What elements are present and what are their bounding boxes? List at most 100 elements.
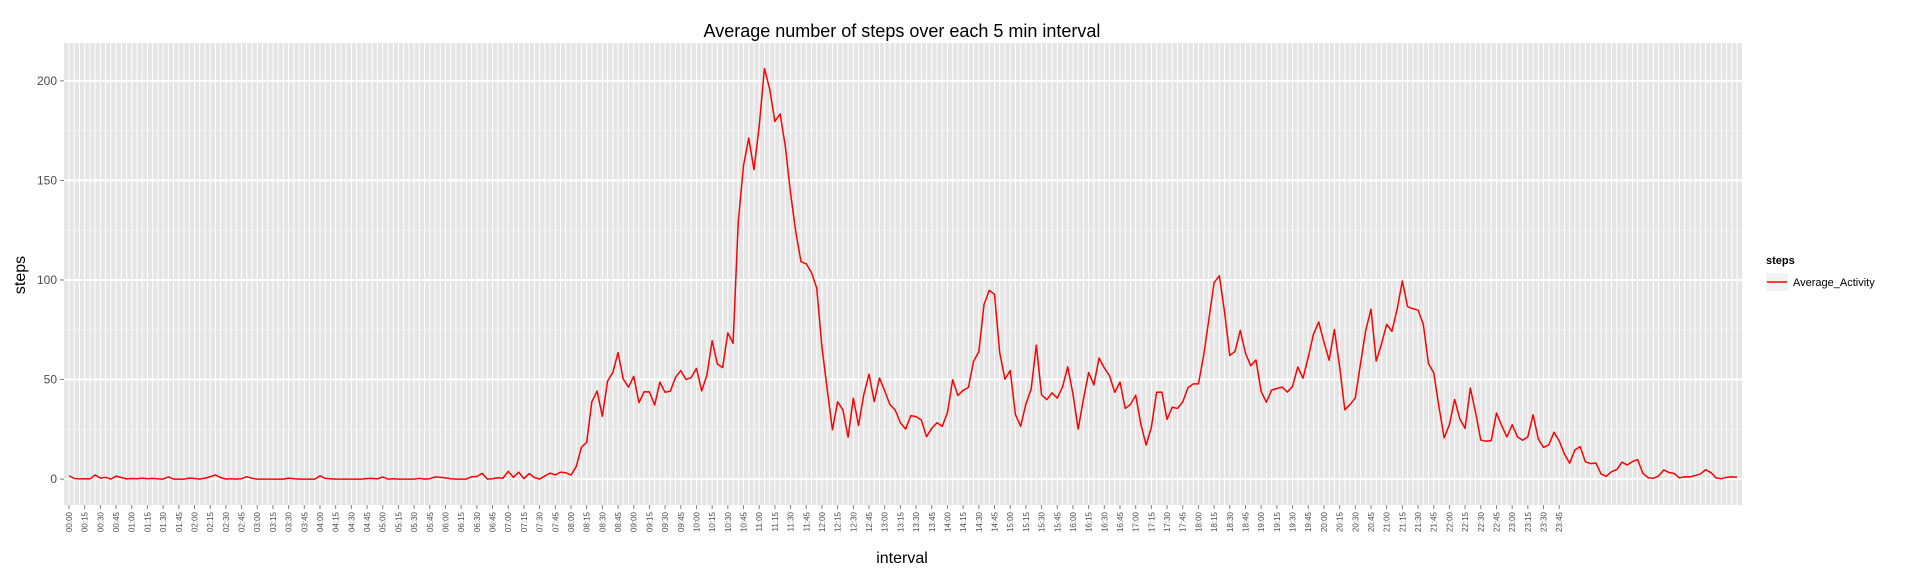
x-tick-label: 06:30: [473, 511, 482, 532]
x-tick-label: 08:45: [614, 511, 623, 532]
x-tick-label: 04:30: [347, 511, 356, 532]
x-tick-label: 10:30: [724, 511, 733, 532]
x-tick-label: 06:00: [441, 511, 450, 532]
x-tick-label: 23:30: [1540, 511, 1549, 532]
x-tick-label: 05:00: [379, 511, 388, 532]
x-tick-label: 14:15: [959, 511, 968, 532]
x-tick-label: 13:15: [896, 511, 905, 532]
x-tick-label: 17:15: [1147, 511, 1156, 532]
x-tick-label: 22:15: [1461, 511, 1470, 532]
x-tick-label: 16:30: [1100, 511, 1109, 532]
x-tick-label: 23:15: [1524, 511, 1533, 532]
x-tick-label: 01:00: [128, 511, 137, 532]
x-tick-label: 08:30: [598, 511, 607, 532]
x-tick-label: 21:45: [1430, 511, 1439, 532]
x-tick-label: 13:45: [928, 511, 937, 532]
x-tick-label: 12:15: [834, 511, 843, 532]
x-tick-label: 04:15: [332, 511, 341, 532]
x-tick-label: 03:30: [285, 511, 294, 532]
x-tick-label: 19:15: [1273, 511, 1282, 532]
grid-lines: [64, 43, 1742, 505]
chart-title: Average number of steps over each 5 min …: [704, 21, 1101, 41]
x-tick-label: 11:45: [802, 511, 811, 531]
x-tick-label: 07:30: [536, 511, 545, 532]
x-tick-label: 09:45: [677, 511, 686, 532]
x-tick-label: 00:30: [96, 511, 105, 532]
x-tick-label: 05:30: [410, 511, 419, 532]
x-tick-label: 11:00: [755, 511, 764, 531]
x-tick-label: 02:00: [190, 511, 199, 532]
x-tick-label: 12:00: [818, 511, 827, 532]
x-tick-label: 01:30: [159, 511, 168, 532]
x-tick-label: 14:45: [991, 511, 1000, 532]
y-tick-label: 100: [37, 273, 57, 287]
x-tick-label: 08:00: [567, 511, 576, 532]
series-line-average-activity: [68, 67, 1738, 480]
x-tick-label: 12:45: [865, 511, 874, 532]
x-tick-label: 01:45: [175, 511, 184, 532]
x-tick-label: 13:30: [912, 511, 921, 532]
x-tick-label: 02:45: [238, 511, 247, 532]
x-tick-label: 06:15: [457, 511, 466, 532]
y-tick-label: 200: [37, 74, 57, 88]
series-lines: [68, 67, 1738, 480]
x-tick-label: 15:00: [1006, 511, 1015, 532]
x-tick-label: 11:15: [771, 511, 780, 531]
x-tick-label: 20:15: [1336, 511, 1345, 532]
x-tick-label: 17:00: [1132, 511, 1141, 532]
x-tick-label: 18:30: [1226, 511, 1235, 532]
x-tick-label: 02:30: [222, 511, 231, 532]
x-tick-label: 05:15: [394, 511, 403, 532]
x-tick-label: 10:45: [740, 511, 749, 532]
x-tick-label: 23:45: [1555, 511, 1564, 532]
y-axis-title: steps: [12, 256, 29, 294]
x-tick-label: 01:15: [143, 511, 152, 532]
x-tick-label: 06:45: [489, 511, 498, 532]
x-tick-label: 12:30: [849, 511, 858, 532]
x-tick-label: 08:15: [583, 511, 592, 532]
x-tick-label: 02:15: [206, 511, 215, 532]
x-tick-label: 17:30: [1163, 511, 1172, 532]
x-tick-label: 19:45: [1304, 511, 1313, 532]
x-tick-label: 19:00: [1257, 511, 1266, 532]
x-tick-label: 16:15: [1085, 511, 1094, 532]
x-tick-label: 22:45: [1492, 511, 1501, 532]
x-tick-label: 20:45: [1367, 511, 1376, 532]
x-tick-label: 17:45: [1179, 511, 1188, 532]
legend: steps Average_Activity: [1766, 255, 1875, 291]
x-axis-title: interval: [876, 550, 928, 567]
x-tick-label: 10:00: [692, 511, 701, 532]
x-tick-label: 18:45: [1241, 511, 1250, 532]
x-tick-label: 16:45: [1116, 511, 1125, 532]
x-tick-label: 07:45: [551, 511, 560, 532]
legend-label-average-activity: Average_Activity: [1793, 277, 1875, 289]
y-tick-label: 150: [37, 173, 57, 187]
x-tick-label: 07:15: [520, 511, 529, 532]
x-tick-label: 13:00: [881, 511, 890, 532]
panel-background: [64, 43, 1742, 505]
x-tick-label: 09:00: [630, 511, 639, 532]
x-tick-label: 04:00: [316, 511, 325, 532]
y-tick-label: 50: [44, 373, 58, 387]
x-axis-ticks: 00:00 00:15 00:30 00:45 01:00 01:15 01:30 01:45…: [65, 505, 1564, 532]
x-tick-label: 18:00: [1194, 511, 1203, 532]
x-tick-label: 14:30: [975, 511, 984, 532]
x-tick-label: 00:15: [81, 511, 90, 532]
y-tick-label: 0: [50, 472, 57, 486]
x-tick-label: 21:00: [1383, 511, 1392, 532]
legend-title: steps: [1766, 255, 1795, 267]
x-tick-label: 23:00: [1508, 511, 1517, 532]
x-tick-label: 21:30: [1414, 511, 1423, 532]
x-tick-label: 20:30: [1351, 511, 1360, 532]
x-tick-label: 21:15: [1398, 511, 1407, 532]
y-axis-ticks: 0 50 100 150 200: [37, 74, 64, 486]
x-tick-label: 07:00: [504, 511, 513, 532]
x-tick-label: 00:45: [112, 511, 121, 532]
x-tick-label: 03:00: [253, 511, 262, 532]
x-tick-label: 15:15: [1022, 511, 1031, 532]
x-tick-label: 09:30: [661, 511, 670, 532]
x-tick-label: 09:15: [645, 511, 654, 532]
x-tick-label: 11:30: [787, 511, 796, 531]
x-tick-label: 15:30: [1038, 511, 1047, 532]
